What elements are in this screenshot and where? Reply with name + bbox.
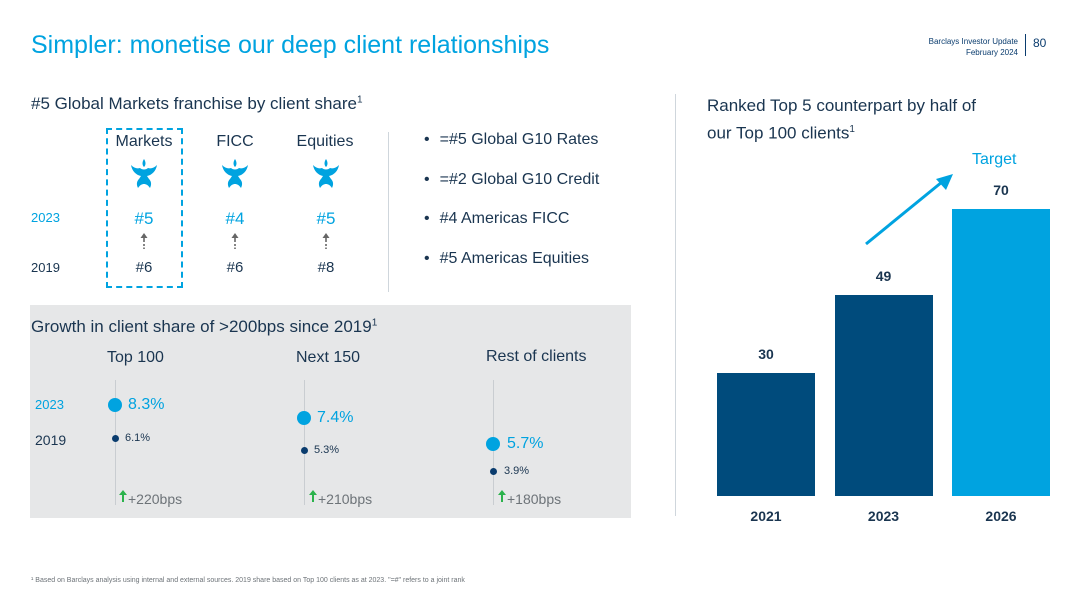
- ficc-rank-2023: #4: [225, 209, 245, 228]
- next150-share-2023: 7.4%: [317, 409, 354, 426]
- growth-year-2023: 2023: [35, 397, 64, 412]
- bullet-item: #5 Americas Equities: [424, 250, 599, 290]
- bullet-item: #4 Americas FICC: [424, 210, 599, 250]
- bullet-item: =#5 Global G10 Rates: [424, 131, 599, 171]
- bar-category-label: 2021: [750, 508, 782, 524]
- segment-rest-label: Rest of clients: [486, 348, 587, 365]
- footnote: ¹ Based on Barclays analysis using inter…: [31, 577, 465, 584]
- bar-category-label: 2026: [985, 508, 1017, 524]
- trend-arrow-icon: [865, 174, 953, 246]
- rest-share-2023: 5.7%: [507, 435, 544, 452]
- segment-axis-line: [115, 380, 116, 505]
- equities-rank-2019: #8: [317, 259, 335, 276]
- arrow-up-icon: [231, 233, 239, 249]
- arrow-up-icon: [322, 233, 330, 249]
- next150-share-2019: 5.3%: [314, 444, 340, 456]
- share-2019-dot: [490, 468, 497, 475]
- column-equities-label: Equities: [296, 133, 354, 150]
- arrow-up-icon: [140, 233, 148, 249]
- share-2019-dot: [112, 435, 119, 442]
- top100-share-2019: 6.1%: [125, 432, 151, 444]
- eagle-logo-icon: [131, 159, 157, 188]
- segment-axis-line: [304, 380, 305, 505]
- markets-rank-2023: #5: [134, 209, 154, 228]
- share-2023-dot: [486, 437, 500, 451]
- share-2019-dot: [301, 447, 308, 454]
- ranked-heading-line2: our Top 100 clients: [707, 123, 850, 143]
- franchise-year-2019: 2019: [31, 260, 60, 275]
- target-label: Target: [972, 151, 1017, 168]
- bar-value-label: 70: [993, 182, 1009, 198]
- header-line2: February 2024: [965, 48, 1018, 57]
- bar-2021: [717, 373, 815, 496]
- header-divider: [1025, 34, 1026, 56]
- ficc-rank-2019: #6: [226, 259, 244, 276]
- header-info: Barclays Investor Update February 2024: [929, 36, 1018, 58]
- franchise-heading: #5 Global Markets franchise by client sh…: [31, 94, 363, 114]
- green-arrow-up-icon: [119, 490, 127, 502]
- bar-2023: [834, 295, 933, 496]
- share-2023-dot: [108, 398, 122, 412]
- rest-change: +180bps: [507, 491, 562, 507]
- header-line1: Barclays Investor Update: [928, 37, 1018, 46]
- growth-heading: Growth in client share of >200bps since …: [31, 317, 377, 337]
- column-markets-label: Markets: [115, 133, 173, 150]
- growth-heading-text: Growth in client share of >200bps since …: [31, 317, 372, 336]
- top100-change: +220bps: [128, 491, 183, 507]
- growth-panel: [30, 305, 631, 518]
- share-2023-dot: [297, 411, 311, 425]
- franchise-bullet-list: =#5 Global G10 Rates =#2 Global G10 Cred…: [424, 131, 600, 290]
- growth-year-2019: 2019: [35, 432, 67, 448]
- column-ficc-label: FICC: [216, 133, 254, 150]
- bar-value-label: 49: [875, 268, 892, 285]
- top100-share-2023: 8.3%: [128, 396, 165, 413]
- markets-rank-2019: #6: [135, 259, 153, 276]
- franchise-divider: [388, 132, 389, 292]
- ranked-heading-line1: Ranked Top 5 counterpart by half of: [707, 96, 977, 115]
- franchise-heading-text: #5 Global Markets franchise by client sh…: [31, 94, 357, 113]
- next150-change: +210bps: [318, 491, 373, 507]
- page-title: Simpler: monetise our deep client relati…: [31, 31, 550, 59]
- ranked-heading-sup: 1: [849, 124, 855, 135]
- franchise-year-2023: 2023: [31, 210, 60, 225]
- rest-share-2019: 3.9%: [504, 465, 530, 477]
- ranked-heading: Ranked Top 5 counterpart by half of our …: [707, 94, 976, 146]
- bullet-item: =#2 Global G10 Credit: [424, 171, 600, 211]
- franchise-heading-sup: 1: [357, 94, 363, 106]
- section-divider: [675, 94, 676, 516]
- growth-heading-sup: 1: [371, 317, 378, 329]
- equities-rank-2023: #5: [316, 209, 336, 228]
- segment-next150-label: Next 150: [296, 349, 361, 366]
- segment-top100-label: Top 100: [107, 349, 164, 366]
- bar-value-label: 30: [758, 346, 774, 362]
- page-number: 80: [1033, 36, 1047, 50]
- bar-category-label: 2023: [867, 508, 900, 524]
- eagle-logo-icon: [313, 159, 339, 188]
- green-arrow-up-icon: [309, 490, 317, 502]
- eagle-logo-icon: [222, 159, 248, 188]
- markets-highlight-box: [106, 128, 183, 288]
- green-arrow-up-icon: [498, 490, 506, 502]
- bar-2026: [952, 209, 1050, 496]
